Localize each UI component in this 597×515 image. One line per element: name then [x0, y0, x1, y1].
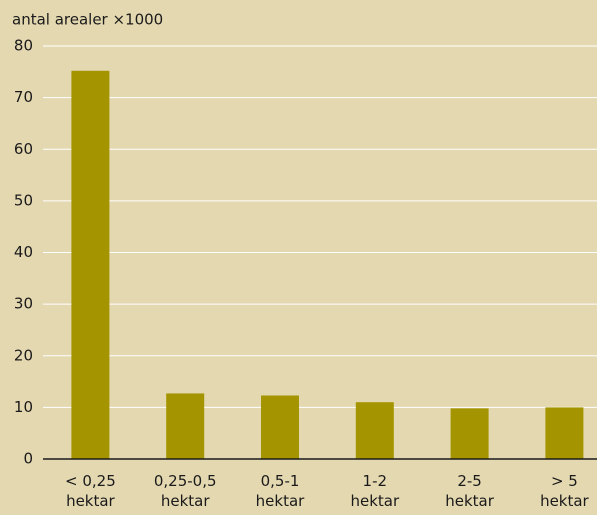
x-tick-label: 1-2 hektar [350, 472, 399, 510]
y-tick-label: 0 [23, 450, 33, 468]
x-tick-label: 0,25-0,5 hektar [154, 472, 217, 510]
y-tick-label: 30 [14, 295, 33, 313]
y-tick-label: 80 [14, 37, 33, 55]
x-tick-label: < 0,25 hektar [65, 472, 116, 510]
y-tick-label: 50 [14, 191, 33, 209]
bar [261, 395, 299, 459]
y-tick-label: 70 [14, 88, 33, 106]
x-tick-label: > 5 hektar [540, 472, 589, 510]
bar [355, 402, 394, 459]
y-tick-label: 20 [14, 346, 33, 364]
x-tick-label: 0,5-1 hektar [256, 472, 305, 510]
chart-title: antal arealer ×1000 [12, 11, 163, 29]
x-tick-label: 2-5 hektar [445, 472, 494, 510]
bar [71, 70, 110, 459]
bar [166, 393, 205, 459]
bar [545, 407, 584, 459]
y-tick-label: 60 [14, 140, 33, 158]
y-tick-label: 40 [14, 243, 33, 261]
bar [450, 408, 489, 459]
y-tick-label: 10 [14, 398, 33, 416]
